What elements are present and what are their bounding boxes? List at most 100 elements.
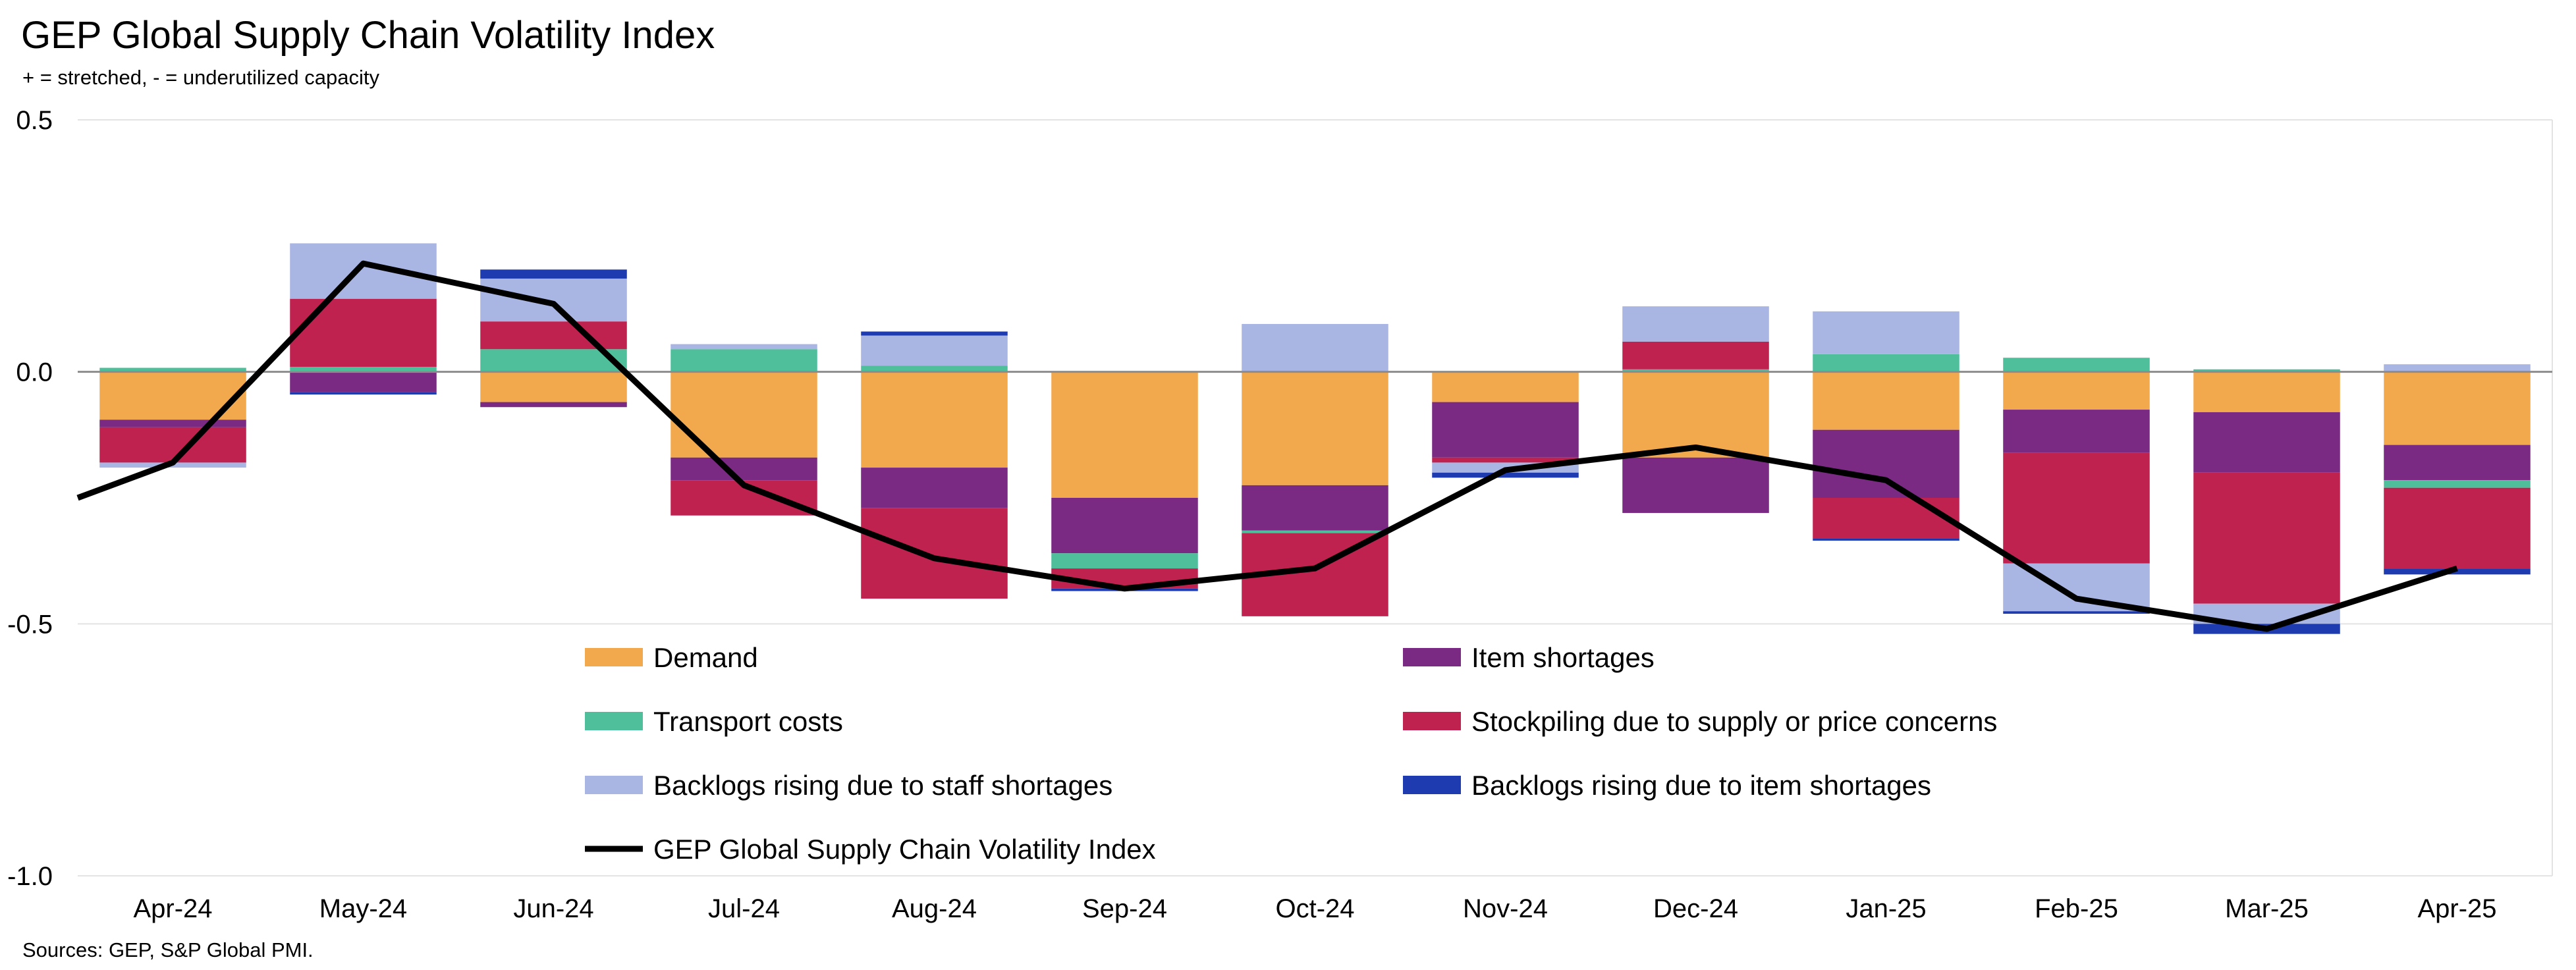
bar-segment-stockpiling-due-to-supply-or-price-concerns: [2193, 472, 2340, 604]
bar-segment-transport-costs: [290, 367, 437, 372]
bar-segment-item-shortages: [99, 419, 246, 427]
y-axis-ticks: 0.5 0.0 -0.5 -1.0: [7, 106, 53, 891]
bar-segment-transport-costs: [2384, 480, 2531, 488]
y-tick-label: -0.5: [7, 610, 53, 639]
x-axis-ticks: Apr-24 May-24 Jun-24 Jul-24 Aug-24 Sep-24 Oct-…: [133, 894, 2496, 923]
bar-segment-backlogs-rising-due-to-staff-shortages: [1813, 311, 1959, 354]
x-tick-label: Apr-24: [133, 894, 212, 923]
grid-layer: [78, 119, 2553, 876]
bar-segment-stockpiling-due-to-supply-or-price-concerns: [2384, 487, 2531, 569]
bar-segment-stockpiling-due-to-supply-or-price-concerns: [861, 508, 1008, 599]
bar-segment-transport-costs: [99, 367, 246, 372]
legend-label-transport-costs: Transport costs: [653, 706, 843, 737]
legend: Demand Item shortages Transport costs Stock…: [585, 642, 1997, 865]
bar-segment-stockpiling-due-to-supply-or-price-concerns: [1432, 457, 1579, 463]
bar-segment-backlogs-rising-due-to-staff-shortages: [480, 279, 627, 322]
index-line: [76, 260, 2458, 632]
bar-segment-demand: [1051, 371, 1198, 498]
bar-segment-backlogs-rising-due-to-staff-shortages: [861, 335, 1008, 366]
legend-label-stockpiling-due-to-supply-or-price-concerns: Stockpiling due to supply or price conce…: [1471, 706, 1997, 737]
legend-swatch-backlogs-rising-due-to-staff-shortages: [585, 776, 643, 794]
bar-segment-demand: [1242, 371, 1388, 485]
legend-swatch-backlogs-rising-due-to-item-shortages: [1403, 776, 1461, 794]
legend-swatch-transport-costs: [585, 712, 643, 730]
bar-segment-transport-costs: [671, 349, 817, 372]
bar-segment-transport-costs: [1622, 369, 1769, 372]
x-tick-label: Feb-25: [2035, 894, 2118, 923]
bar-segment-backlogs-rising-due-to-item-shortages: [1432, 472, 1579, 478]
bar-segment-transport-costs: [2003, 358, 2150, 372]
bar-segment-stockpiling-due-to-supply-or-price-concerns: [1813, 498, 1959, 539]
y-tick-label: 0.0: [16, 358, 53, 387]
legend-swatch-demand: [585, 648, 643, 666]
bar-segment-item-shortages: [1242, 485, 1388, 531]
bar-segment-backlogs-rising-due-to-staff-shortages: [671, 344, 817, 350]
bar-segment-backlogs-rising-due-to-item-shortages: [2003, 611, 2150, 614]
bar-segment-demand: [861, 371, 1008, 468]
bar-segment-demand: [480, 371, 627, 402]
x-tick-label: Sep-24: [1082, 894, 1167, 923]
bar-segment-demand: [2193, 371, 2340, 412]
chart-title: GEP Global Supply Chain Volatility Index: [21, 14, 715, 57]
bar-segment-demand: [1622, 371, 1769, 458]
bar-segment-item-shortages: [1051, 498, 1198, 554]
bar-segment-backlogs-rising-due-to-item-shortages: [480, 269, 627, 279]
bar-segment-backlogs-rising-due-to-staff-shortages: [1242, 323, 1388, 372]
bar-segment-item-shortages: [861, 468, 1008, 508]
bar-segment-backlogs-rising-due-to-staff-shortages: [290, 243, 437, 299]
x-tick-label: Oct-24: [1275, 894, 1354, 923]
legend-swatch-item-shortages: [1403, 648, 1461, 666]
bars-layer: [99, 243, 2531, 634]
bar-segment-item-shortages: [1622, 457, 1769, 513]
bar-segment-backlogs-rising-due-to-staff-shortages: [1622, 306, 1769, 342]
bar-segment-item-shortages: [1432, 402, 1579, 458]
bar-segment-backlogs-rising-due-to-item-shortages: [1813, 538, 1959, 541]
legend-label-demand: Demand: [653, 642, 758, 673]
bar-segment-stockpiling-due-to-supply-or-price-concerns: [99, 427, 246, 463]
bar-segment-transport-costs: [2193, 369, 2340, 372]
bar-segment-item-shortages: [2003, 410, 2150, 453]
bar-segment-item-shortages: [2384, 445, 2531, 481]
chart-source: Sources: GEP, S&P Global PMI.: [22, 938, 314, 961]
x-tick-label: Apr-25: [2417, 894, 2496, 923]
bar-segment-transport-costs: [861, 365, 1008, 372]
bar-segment-item-shortages: [1813, 429, 1959, 498]
bar-segment-item-shortages: [290, 371, 437, 392]
bar-segment-demand: [1432, 371, 1579, 402]
x-tick-label: Aug-24: [892, 894, 977, 923]
x-tick-label: Jul-24: [708, 894, 780, 923]
y-tick-label: 0.5: [16, 106, 53, 135]
bar-segment-stockpiling-due-to-supply-or-price-concerns: [480, 321, 627, 350]
bar-segment-transport-costs: [1051, 553, 1198, 569]
bar-segment-demand: [1813, 371, 1959, 430]
bar-segment-stockpiling-due-to-supply-or-price-concerns: [1622, 341, 1769, 369]
legend-label-backlogs-rising-due-to-staff-shortages: Backlogs rising due to staff shortages: [653, 770, 1112, 801]
index-line-layer: [76, 260, 2458, 632]
legend-label-gep-global-supply-chain-volatility-index: GEP Global Supply Chain Volatility Index: [653, 834, 1156, 865]
x-tick-label: May-24: [319, 894, 407, 923]
x-tick-label: Nov-24: [1463, 894, 1548, 923]
bar-segment-stockpiling-due-to-supply-or-price-concerns: [290, 298, 437, 367]
bar-segment-demand: [671, 371, 817, 458]
legend-swatch-stockpiling-due-to-supply-or-price-concerns: [1403, 712, 1461, 730]
bar-segment-transport-costs: [1242, 530, 1388, 533]
bar-segment-transport-costs: [1813, 354, 1959, 372]
y-tick-label: -1.0: [7, 862, 53, 891]
bar-segment-item-shortages: [671, 457, 817, 481]
x-tick-label: Dec-24: [1653, 894, 1738, 923]
x-tick-label: Jan-25: [1846, 894, 1926, 923]
bar-segment-backlogs-rising-due-to-staff-shortages: [2384, 364, 2531, 372]
x-tick-label: Jun-24: [513, 894, 593, 923]
bar-segment-demand: [2003, 371, 2150, 410]
bar-segment-backlogs-rising-due-to-item-shortages: [861, 331, 1008, 336]
bar-segment-backlogs-rising-due-to-item-shortages: [290, 392, 437, 395]
chart-subtitle: + = stretched, - = underutilized capacit…: [22, 66, 379, 89]
x-tick-label: Mar-25: [2225, 894, 2309, 923]
bar-segment-demand: [2384, 371, 2531, 445]
bar-segment-stockpiling-due-to-supply-or-price-concerns: [2003, 452, 2150, 564]
bar-segment-item-shortages: [480, 402, 627, 408]
legend-label-item-shortages: Item shortages: [1471, 642, 1655, 673]
bar-segment-item-shortages: [2193, 412, 2340, 473]
legend-label-backlogs-rising-due-to-item-shortages: Backlogs rising due to item shortages: [1471, 770, 1931, 801]
